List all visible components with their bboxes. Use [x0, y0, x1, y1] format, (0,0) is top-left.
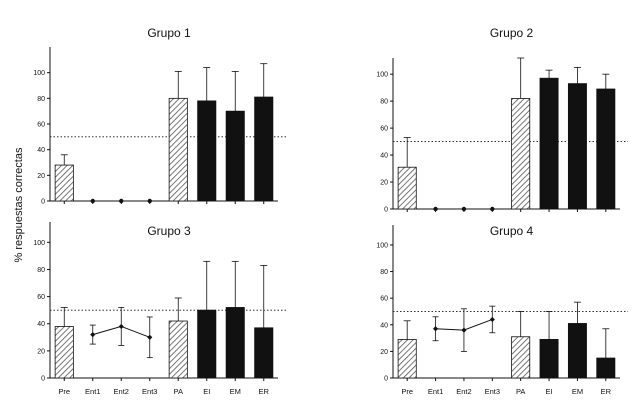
bar-em [567, 323, 587, 379]
data-point-ent1 [432, 326, 439, 332]
x-tick-label: PA [516, 387, 525, 396]
bar-pre [54, 326, 74, 379]
y-tick-label: 0 [41, 199, 45, 206]
x-tick-label: PA [174, 387, 183, 396]
bar-em [225, 110, 245, 202]
panel-4: 0 20 40 60 80 100 Pre Ent1 Ent2 Ent3 PA EI EM ER Grupo… [376, 224, 628, 396]
x-tick-label: EM [572, 387, 583, 396]
bar-ei [539, 339, 559, 379]
bar-ei [197, 100, 217, 202]
y-axis-label: % respuestas correctas [13, 147, 25, 262]
panel-1: 0 20 40 60 80 100 Grupo 1 [33, 26, 286, 206]
y-tick-label: 40 [380, 153, 388, 160]
x-tick-label: EI [203, 387, 210, 396]
panel-title: Grupo 3 [147, 224, 191, 238]
data-point-ent2 [118, 323, 124, 330]
bar-pa [511, 336, 531, 379]
y-tick-label: 20 [37, 348, 45, 355]
panel-title: Grupo 1 [147, 26, 191, 40]
y-tick-label: 100 [376, 242, 388, 249]
bar-er [596, 357, 616, 379]
x-tick-label: ER [601, 387, 612, 396]
y-tick-label: 40 [37, 321, 45, 328]
data-point-ent2 [119, 198, 124, 204]
y-tick-label: 60 [37, 122, 45, 129]
bar-em [567, 83, 587, 210]
x-tick-label: EI [546, 387, 553, 396]
y-tick-label: 40 [380, 322, 388, 329]
data-point-ent2 [461, 327, 467, 333]
bar-em [225, 307, 245, 379]
bar-pre [397, 166, 417, 210]
y-tick-label: 80 [380, 269, 388, 276]
y-tick-label: 0 [41, 376, 45, 383]
x-tick-label: Ent1 [85, 387, 100, 396]
data-point-ent3 [489, 316, 495, 323]
y-tick-label: 60 [37, 294, 45, 301]
panel-title: Grupo 4 [490, 224, 534, 238]
bar-pa [511, 98, 531, 210]
x-tick-label: Pre [58, 387, 70, 396]
bar-er [254, 96, 274, 202]
bar-ei [197, 309, 217, 379]
y-tick-label: 0 [384, 207, 388, 214]
bar-pa [168, 97, 188, 202]
bar-er [254, 327, 274, 379]
y-tick-label: 20 [37, 173, 45, 180]
panel-2: 0 20 40 60 80 100 Grupo 2 [376, 26, 628, 214]
x-tick-label: Ent3 [142, 387, 157, 396]
data-point-ent1 [433, 206, 438, 212]
bar-pre [397, 339, 417, 379]
y-tick-label: 20 [380, 180, 388, 187]
x-tick-label: Ent3 [485, 387, 500, 396]
y-tick-label: 80 [37, 96, 45, 103]
data-point-ent3 [490, 206, 495, 212]
bar-er [596, 88, 616, 210]
bar-ei [539, 77, 559, 210]
panels: 0 20 40 60 80 100 Grupo 1 0 20 40 60 80 100 Grupo 2 0 2… [33, 26, 628, 396]
x-tick-label: ER [259, 387, 270, 396]
x-tick-label: Ent1 [428, 387, 443, 396]
panel-3: 0 20 40 60 80 100 Pre Ent1 Ent2 Ent3 PA EI EM ER Grupo… [33, 222, 286, 396]
data-point-ent2 [461, 206, 467, 212]
y-tick-label: 60 [380, 126, 388, 133]
x-tick-label: Ent2 [114, 387, 129, 396]
y-tick-label: 20 [380, 349, 388, 356]
data-point-ent3 [147, 334, 153, 340]
y-tick-label: 80 [37, 267, 45, 274]
y-tick-label: 100 [33, 70, 45, 77]
y-tick-label: 40 [37, 147, 45, 154]
bar-pre [54, 164, 74, 202]
data-point-ent1 [90, 198, 95, 204]
data-point-ent1 [90, 331, 96, 338]
y-tick-label: 100 [33, 240, 45, 247]
x-tick-label: EM [230, 387, 241, 396]
x-tick-label: Ent2 [456, 387, 471, 396]
y-tick-label: 80 [380, 99, 388, 106]
panel-title: Grupo 2 [490, 26, 534, 40]
x-tick-label: Pre [401, 387, 413, 396]
y-tick-label: 0 [384, 376, 388, 383]
bar-pa [168, 320, 188, 379]
y-tick-label: 60 [380, 296, 388, 303]
y-tick-label: 100 [376, 72, 388, 79]
data-point-ent3 [147, 198, 152, 204]
